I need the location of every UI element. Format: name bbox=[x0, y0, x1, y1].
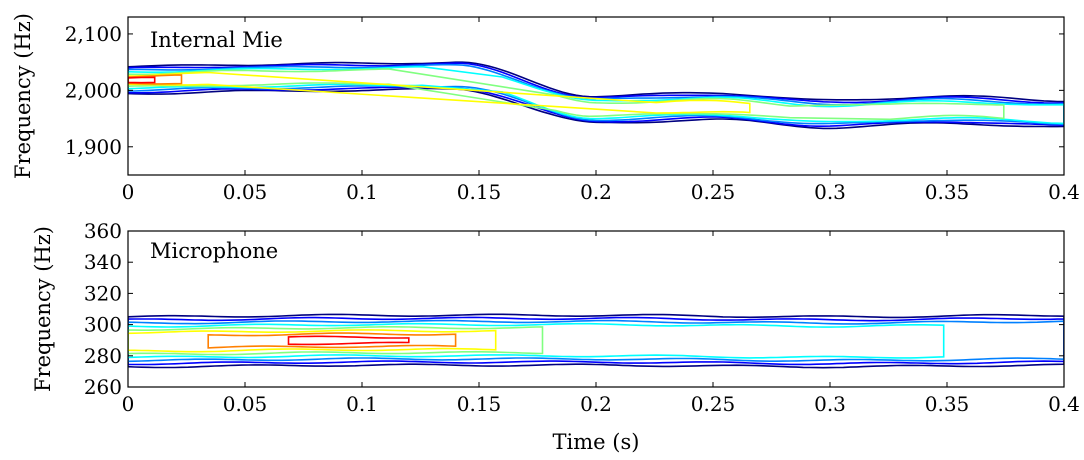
y-axis-title-microphone: Frequency (Hz) bbox=[31, 226, 55, 392]
x-tick-label: 0.05 bbox=[223, 180, 268, 204]
y-axis-ticks-microphone: 260 280 300 320 340 360 bbox=[84, 219, 1064, 399]
x-tick-label: 0.2 bbox=[580, 392, 612, 416]
x-tick-label: 0 bbox=[122, 180, 135, 204]
y-tick-label: 2,000 bbox=[65, 78, 122, 102]
contour-level bbox=[128, 316, 1064, 366]
x-tick-label: 0 bbox=[122, 392, 135, 416]
x-tick-label: 0.1 bbox=[346, 392, 378, 416]
x-tick-label: 0.35 bbox=[925, 392, 970, 416]
x-axis-ticks-microphone: 0 0.05 0.1 0.15 0.2 0.25 0.3 0.35 0.4 bbox=[122, 231, 1080, 416]
y-tick-label: 260 bbox=[84, 375, 122, 399]
contour-level bbox=[128, 74, 183, 85]
panel-internal-mie: 0 0.05 0.1 0.15 0.2 0.25 0.3 0.35 0.4 1,900 2,000… bbox=[11, 13, 1080, 204]
x-tick-label: 0.15 bbox=[457, 180, 502, 204]
contour-level bbox=[128, 329, 497, 353]
y-tick-label: 1,900 bbox=[65, 135, 122, 159]
contour-level bbox=[128, 313, 1064, 369]
contour-level bbox=[128, 322, 945, 359]
y-tick-label: 300 bbox=[84, 313, 122, 337]
y-axis-ticks-internal-mie: 1,900 2,000 2,100 bbox=[65, 22, 1064, 159]
x-tick-label: 0.4 bbox=[1048, 180, 1080, 204]
panel-microphone: 0 0.05 0.1 0.15 0.2 0.25 0.3 0.35 0.4 260 280 300 3… bbox=[31, 219, 1080, 454]
contour-level bbox=[128, 65, 1064, 125]
x-tick-label: 0.15 bbox=[457, 392, 502, 416]
panel-label-internal-mie: Internal Mie bbox=[150, 28, 283, 52]
x-tick-label: 0.05 bbox=[223, 392, 268, 416]
x-tick-label: 0.25 bbox=[691, 392, 736, 416]
contour-level bbox=[128, 326, 544, 356]
x-tick-label: 0.2 bbox=[580, 180, 612, 204]
x-tick-label: 0.3 bbox=[814, 392, 846, 416]
contour-plot-microphone bbox=[128, 313, 1064, 369]
contour-level bbox=[128, 76, 156, 84]
contour-level bbox=[128, 319, 1064, 363]
contour-plot-internal-mie bbox=[128, 61, 1064, 130]
contour-lines-microphone bbox=[128, 313, 1064, 369]
x-axis-ticks-internal-mie: 0 0.05 0.1 0.15 0.2 0.25 0.3 0.35 0.4 bbox=[122, 17, 1080, 204]
y-tick-label: 280 bbox=[84, 344, 122, 368]
y-tick-label: 340 bbox=[84, 250, 122, 274]
x-tick-label: 0.1 bbox=[346, 180, 378, 204]
x-tick-label: 0.25 bbox=[691, 180, 736, 204]
contour-lines-internal-mie bbox=[128, 61, 1064, 130]
contour-level bbox=[207, 332, 457, 349]
y-axis-title-internal-mie: Frequency (Hz) bbox=[11, 13, 35, 179]
y-tick-label: 2,100 bbox=[65, 22, 122, 46]
contour-level bbox=[287, 335, 410, 346]
panel-label-microphone: Microphone bbox=[150, 239, 278, 263]
contour-level bbox=[128, 71, 751, 114]
y-tick-label: 360 bbox=[84, 219, 122, 243]
x-tick-label: 0.4 bbox=[1048, 392, 1080, 416]
x-axis-title: Time (s) bbox=[553, 430, 640, 454]
y-tick-label: 320 bbox=[84, 281, 122, 305]
x-tick-label: 0.3 bbox=[814, 180, 846, 204]
x-tick-label: 0.35 bbox=[925, 180, 970, 204]
contour-level bbox=[128, 68, 1005, 121]
